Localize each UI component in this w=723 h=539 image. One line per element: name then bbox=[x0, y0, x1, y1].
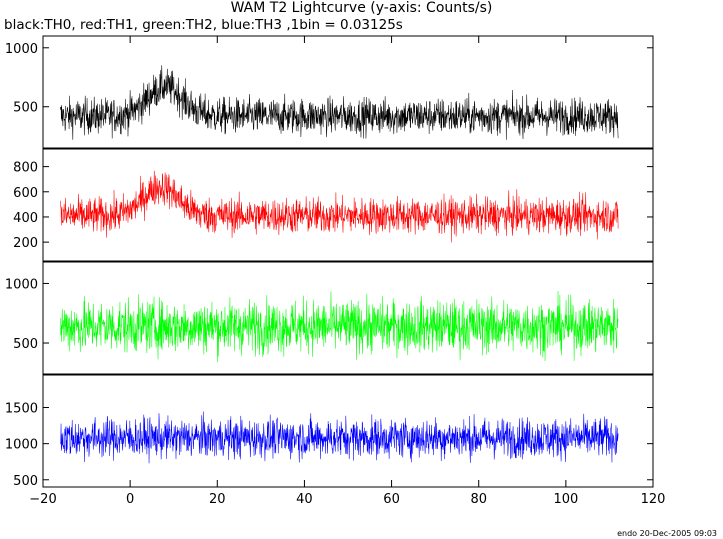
ytick-label: 600 bbox=[13, 186, 38, 201]
xtick-label: −20 bbox=[29, 492, 56, 507]
chart-footer: endo 20-Dec-2005 09:03 bbox=[617, 529, 717, 538]
ytick-label: 1000 bbox=[5, 277, 38, 292]
series-th2-line bbox=[60, 291, 619, 362]
xtick-label: 80 bbox=[470, 492, 487, 507]
chart-subtitle: black:TH0, red:TH1, green:TH2, blue:TH3 … bbox=[4, 17, 403, 33]
chart-title: WAM T2 Lightcurve (y-axis: Counts/s) bbox=[230, 0, 493, 16]
ytick-label: 1000 bbox=[5, 438, 38, 453]
ytick-label: 800 bbox=[13, 161, 38, 176]
xtick-label: 60 bbox=[383, 492, 400, 507]
xtick-label: 0 bbox=[126, 492, 134, 507]
series-th3-line bbox=[60, 411, 619, 464]
ytick-label: 200 bbox=[13, 236, 38, 251]
ytick-label: 1000 bbox=[5, 42, 38, 57]
ytick-label: 500 bbox=[13, 474, 38, 489]
xtick-label: 100 bbox=[553, 492, 578, 507]
ytick-label: 500 bbox=[13, 337, 38, 352]
ytick-label: 500 bbox=[13, 101, 38, 116]
ytick-label: 1500 bbox=[5, 402, 38, 417]
xtick-label: 120 bbox=[641, 492, 666, 507]
series-th0-line bbox=[60, 65, 619, 140]
panel-frame-th2 bbox=[42, 261, 654, 375]
panel-frame-th3 bbox=[42, 374, 654, 488]
xtick-label: 40 bbox=[296, 492, 313, 507]
xtick-label: 20 bbox=[209, 492, 226, 507]
panel-frame-th1 bbox=[42, 148, 654, 262]
panel-frame-th0 bbox=[42, 35, 654, 149]
series-th1-line bbox=[60, 170, 619, 243]
ytick-label: 400 bbox=[13, 211, 38, 226]
